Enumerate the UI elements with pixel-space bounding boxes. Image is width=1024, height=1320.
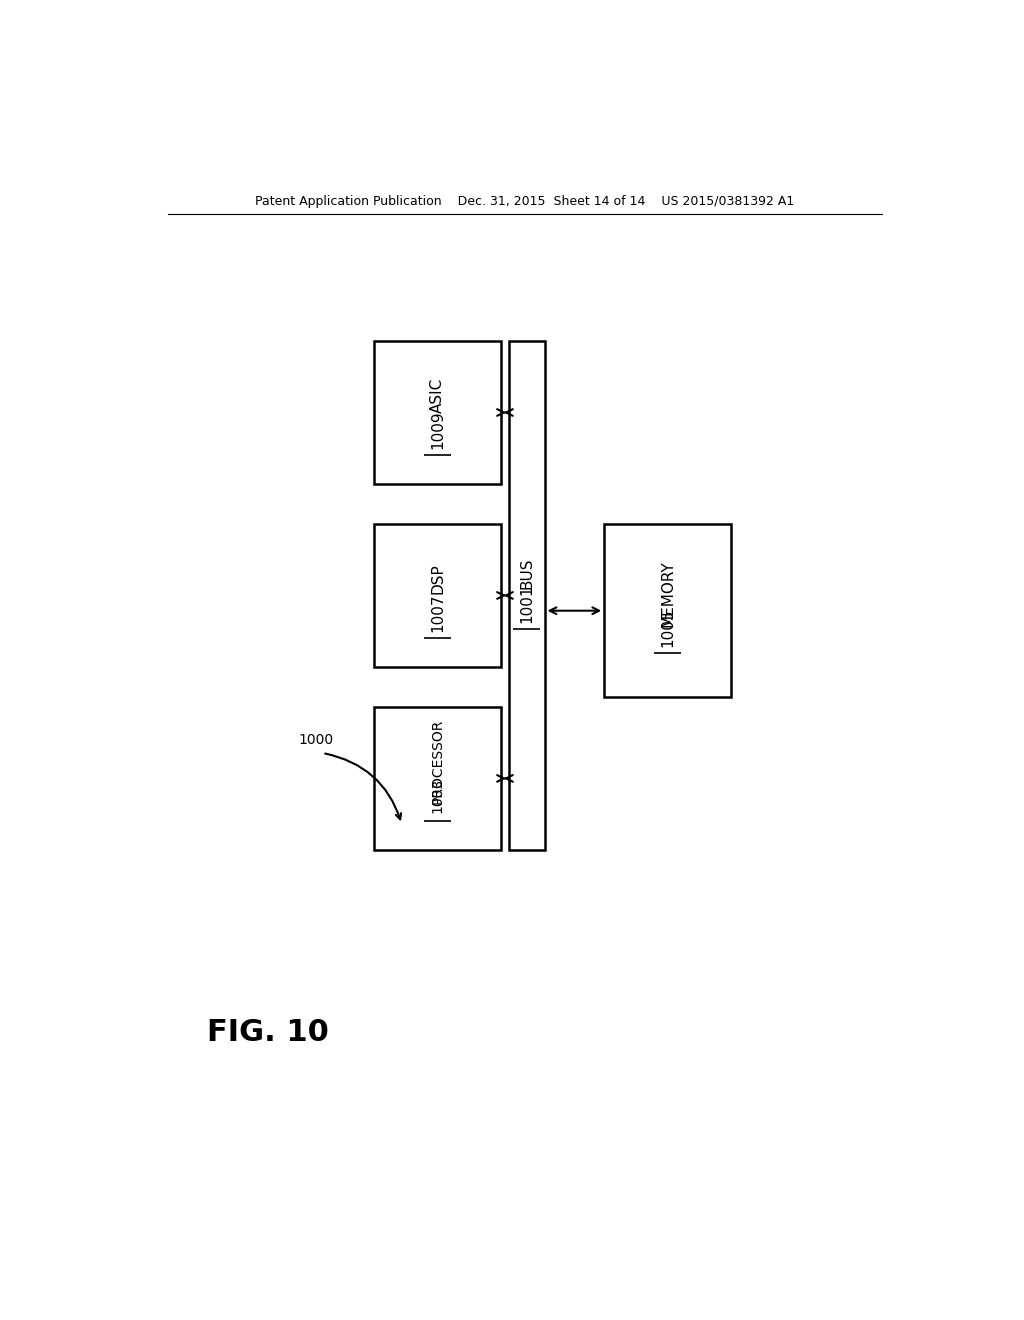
Text: 1001: 1001	[519, 585, 535, 623]
Text: 1003: 1003	[430, 777, 444, 813]
Text: MEMORY: MEMORY	[660, 560, 675, 627]
Text: FIG. 10: FIG. 10	[207, 1018, 330, 1047]
Text: ASIC: ASIC	[430, 378, 445, 413]
Text: DSP: DSP	[430, 562, 445, 594]
Text: PROCESSOR: PROCESSOR	[430, 718, 444, 804]
Text: Patent Application Publication    Dec. 31, 2015  Sheet 14 of 14    US 2015/03813: Patent Application Publication Dec. 31, …	[255, 194, 795, 207]
Text: 1005: 1005	[660, 609, 675, 647]
Bar	[374, 342, 501, 483]
Text: 1009: 1009	[430, 411, 445, 449]
Text: BUS: BUS	[519, 557, 535, 589]
Text: 1007: 1007	[430, 594, 445, 632]
Text: 1000: 1000	[299, 733, 334, 747]
Bar	[604, 524, 731, 697]
Bar	[509, 342, 545, 850]
Bar	[374, 708, 501, 850]
Bar	[374, 524, 501, 667]
